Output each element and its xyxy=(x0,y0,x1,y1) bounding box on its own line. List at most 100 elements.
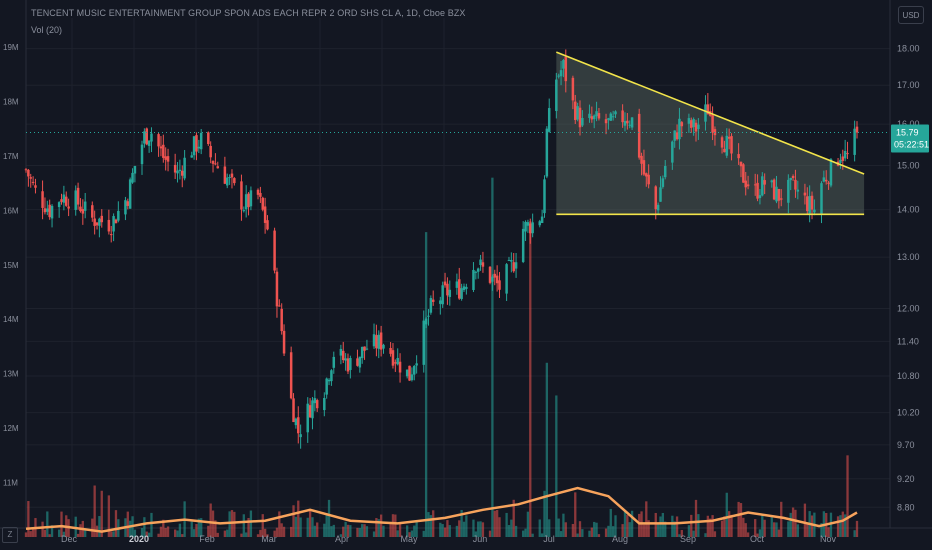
candlesticks xyxy=(24,49,859,449)
volume-bar xyxy=(659,516,662,537)
volume-bar xyxy=(810,515,814,537)
volume-bar xyxy=(642,524,646,537)
candle-body xyxy=(346,358,350,372)
volume-bar xyxy=(609,508,612,537)
volume-bar xyxy=(654,512,657,537)
volume-bar xyxy=(413,525,416,537)
candle-body xyxy=(439,300,442,304)
volume-bar xyxy=(675,516,679,537)
candle-body xyxy=(398,361,402,373)
candle-body xyxy=(306,403,309,433)
price-tick-label: 12.00 xyxy=(897,303,920,313)
volume-bar xyxy=(465,515,468,537)
volume-bar xyxy=(346,524,350,537)
volume-bar xyxy=(294,516,298,537)
volume-bar xyxy=(233,511,236,537)
volume-bar xyxy=(524,528,527,537)
candle-body xyxy=(623,121,627,126)
candle-body xyxy=(538,221,542,226)
volume-bar xyxy=(382,525,385,537)
candle-body xyxy=(382,344,385,349)
candle-body xyxy=(225,177,229,186)
volume-bar xyxy=(507,525,511,537)
volume-bar xyxy=(162,519,165,537)
candle-body xyxy=(628,124,631,126)
candle-body xyxy=(529,223,532,234)
candle-body xyxy=(98,218,101,226)
candle-body xyxy=(609,113,613,121)
volume-bar xyxy=(46,511,49,537)
candle-body xyxy=(339,348,343,356)
volume-bar xyxy=(789,512,792,537)
price-tick-label: 16.00 xyxy=(897,119,920,129)
volume-bar xyxy=(226,529,229,537)
price-tick-label: 10.20 xyxy=(897,408,920,418)
candle-body xyxy=(753,184,757,186)
volume-bar xyxy=(593,521,596,537)
candle-body xyxy=(140,144,144,165)
candle-body xyxy=(822,177,826,182)
candle-body xyxy=(389,347,392,354)
volume-bar xyxy=(91,518,94,537)
volume-bar xyxy=(597,534,601,537)
candle-body xyxy=(853,128,856,155)
volume-bar xyxy=(261,514,264,537)
candle-body xyxy=(588,113,591,118)
volume-bar xyxy=(443,527,447,537)
candle-body xyxy=(209,145,212,158)
volume-bar xyxy=(415,520,418,537)
candle-body xyxy=(117,210,120,221)
candle-body xyxy=(199,132,203,150)
candle-body xyxy=(678,118,681,140)
volume-bar xyxy=(424,232,428,537)
candle-body xyxy=(48,204,51,218)
volume-bar xyxy=(76,533,80,537)
volume-bar xyxy=(581,529,584,537)
volume-bar xyxy=(389,523,392,537)
candle-body xyxy=(31,181,35,183)
volume-bar xyxy=(780,501,783,537)
candle-body xyxy=(311,400,314,419)
candle-body xyxy=(327,379,331,382)
zoom-button[interactable]: Z xyxy=(2,527,18,543)
candle-body xyxy=(372,334,376,347)
volume-bar xyxy=(24,532,28,537)
candle-body xyxy=(323,398,326,411)
symbol-title: TENCENT MUSIC ENTERTAINMENT GROUP SPON A… xyxy=(31,8,466,18)
candle-body xyxy=(211,160,215,164)
currency-button[interactable]: USD xyxy=(898,6,924,24)
volume-bar xyxy=(140,527,144,537)
candle-body xyxy=(545,128,549,177)
candle-body xyxy=(166,156,170,162)
time-tick-label: May xyxy=(400,534,418,544)
candle-body xyxy=(173,164,177,173)
candle-body xyxy=(843,150,847,159)
volume-bar xyxy=(446,520,449,537)
candle-body xyxy=(34,185,37,188)
volume-bar xyxy=(363,524,366,537)
volume-bar xyxy=(522,530,525,537)
volume-bar xyxy=(29,531,32,537)
time-tick-label: Nov xyxy=(820,534,837,544)
candle-body xyxy=(83,201,87,211)
volume-bar xyxy=(744,523,747,537)
candle-body xyxy=(578,107,582,128)
candle-body xyxy=(841,156,845,161)
candle-body xyxy=(675,132,679,140)
volume-bar xyxy=(713,531,717,537)
volume-bar xyxy=(664,521,667,537)
candle-body xyxy=(455,281,459,288)
volume-bar xyxy=(375,518,378,537)
volume-bar xyxy=(278,511,281,537)
volume-bar xyxy=(50,525,54,537)
volume-bar xyxy=(79,524,82,537)
volume-bar xyxy=(107,495,111,537)
volume-bar xyxy=(578,521,582,537)
volume-bar xyxy=(173,529,177,537)
volume-bar xyxy=(93,485,96,537)
volume-bar xyxy=(439,522,442,537)
volume-bar xyxy=(607,525,610,537)
volume-bar xyxy=(396,530,399,537)
